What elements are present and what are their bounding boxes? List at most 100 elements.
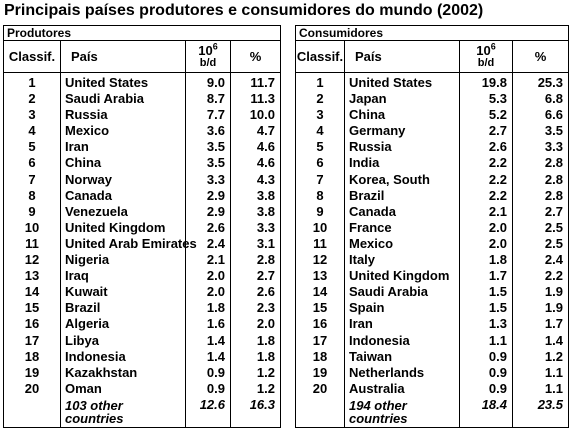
table-cell-rank: 14: [24, 284, 40, 300]
table-cell-value: 3.5: [206, 139, 225, 155]
percent-column-header: %: [534, 49, 547, 64]
table-cell-value: 0.9: [488, 348, 507, 364]
table-cell-value: 5.3: [488, 91, 507, 107]
table-cell-value: 1.8: [488, 252, 507, 268]
table-cell-pct: 2.8: [544, 187, 563, 203]
table-cell-pct: 1.1: [544, 364, 563, 380]
unit-column-header: 106 b/d: [460, 41, 513, 72]
total-cell-pct: 23.5: [537, 396, 563, 412]
table-cell-country: Saudi Arabia: [65, 91, 144, 107]
table-cell-value: 2.0: [206, 268, 225, 284]
table-cell-pct: 2.0: [256, 316, 275, 332]
unit-base: 10: [476, 42, 491, 58]
country-column-header: País: [61, 41, 186, 72]
table-cell-value: 5.2: [488, 107, 507, 123]
table-cell-pct: 3.8: [256, 203, 275, 219]
table-cell-pct: 3.3: [544, 139, 563, 155]
producers-body: 1 2 3 4 5 6 7 8 9 10 11 12 13 14 15 16 17 18 19 20 United S…: [4, 73, 280, 427]
producers-header-row: Classif. País 106 b/d %: [4, 41, 280, 73]
table-cell-rank: 11: [313, 235, 327, 251]
table-cell-rank: 8: [28, 187, 36, 203]
table-cell-country: Spain: [349, 300, 385, 316]
table-cell-country: India: [349, 155, 380, 171]
table-cell-country: Saudi Arabia: [349, 284, 428, 300]
table-cell-country: France: [349, 219, 392, 235]
table-cell-value: 1.3: [488, 316, 507, 332]
table-cell-rank: 13: [24, 268, 40, 284]
table-cell-pct: 1.2: [256, 380, 275, 396]
table-cell-rank: 11: [25, 235, 39, 251]
total-label-line2: countries: [349, 410, 408, 426]
table-cell-pct: 2.8: [256, 252, 275, 268]
table-cell-value: 1.4: [206, 332, 225, 348]
table-cell-pct: 25.3: [537, 75, 563, 90]
table-cell-rank: 8: [316, 187, 324, 203]
consumers-header-row: Classif. País 106 b/d %: [296, 41, 568, 73]
table-cell-rank: 17: [24, 332, 40, 348]
table-cell-pct: 2.3: [256, 300, 275, 316]
table-cell-country: Russia: [349, 139, 392, 155]
total-cell-value: 12.6: [199, 396, 225, 412]
unit-label: b/d: [477, 56, 495, 69]
table-cell-rank: 9: [316, 203, 324, 219]
total-cell-pct: 16.3: [249, 396, 275, 412]
unit-label: b/d: [199, 56, 217, 69]
table-cell-value: 2.9: [206, 187, 225, 203]
table-cell-pct: 3.5: [544, 123, 563, 139]
table-cell-value: 19.8: [481, 75, 507, 90]
table-cell-pct: 1.1: [544, 380, 563, 396]
table-cell-rank: 12: [24, 252, 40, 268]
table-cell-value: 2.6: [206, 219, 225, 235]
table-cell-rank: 3: [28, 107, 36, 123]
table-cell-value: 2.0: [488, 235, 507, 251]
table-cell-country: Netherlands: [349, 364, 425, 380]
table-cell-pct: 3.3: [256, 219, 275, 235]
consumers-heading: Consumidores: [296, 26, 568, 41]
total-cell-country: 103 other countries: [61, 397, 185, 427]
table-cell-value: 9.0: [206, 75, 225, 90]
table-cell-pct: 1.7: [544, 316, 563, 332]
table-cell-rank: 9: [28, 203, 36, 219]
table-cell-country: Algeria: [65, 316, 110, 332]
table-cell-country: Germany: [349, 123, 406, 139]
table-cell-rank: 3: [316, 107, 324, 123]
table-cell-country: Japan: [349, 91, 387, 107]
table-cell-country: United Arab Emirates: [65, 235, 197, 251]
table-cell-country: Libya: [65, 332, 99, 348]
table-cell-value: 0.9: [488, 380, 507, 396]
table-cell-rank: 12: [312, 252, 328, 268]
table-cell-rank: 14: [312, 284, 328, 300]
country-column-header: País: [345, 41, 460, 72]
table-cell-pct: 11.3: [250, 91, 275, 107]
table-cell-pct: 4.6: [256, 155, 275, 171]
rank-column-header: Classif.: [296, 41, 345, 72]
table-cell-value: 2.0: [206, 284, 225, 300]
table-cell-value: 8.7: [206, 91, 225, 107]
percent-column: 25.3 6.8 6.6 3.5 3.3 2.8 2.8 2.8 2.7 2.5 2.5 2.4 2.2…: [513, 73, 568, 427]
table-cell-country: United States: [349, 75, 433, 90]
table-cell-country: Italy: [349, 252, 376, 268]
unit-exponent: 6: [490, 41, 496, 52]
value-column: 19.8 5.3 5.2 2.7 2.6 2.2 2.2 2.2 2.1 2.0 2.0 1.8 1.7…: [460, 73, 513, 427]
table-cell-country: Oman: [65, 380, 102, 396]
table-cell-pct: 2.5: [544, 219, 563, 235]
table-cell-value: 1.6: [206, 316, 225, 332]
table-cell-value: 0.9: [206, 364, 225, 380]
table-cell-rank: 10: [24, 219, 40, 235]
table-cell-rank: 20: [24, 380, 40, 396]
table-cell-country: Mexico: [349, 235, 394, 251]
table-cell-country: Indonesia: [349, 332, 410, 348]
table-cell-pct: 2.8: [544, 155, 563, 171]
table-cell-rank: 15: [24, 300, 40, 316]
table-cell-rank: 4: [316, 123, 324, 139]
table-cell-rank: 5: [316, 139, 324, 155]
table-cell-country: Norway: [65, 171, 112, 187]
page-title: Principais países produtores e consumido…: [4, 2, 484, 19]
rank-column: 1 2 3 4 5 6 7 8 9 10 11 12 13 14 15 16 17 18 19 20: [296, 73, 345, 427]
table-cell-rank: 1: [28, 75, 36, 90]
unit-column-header: 106 b/d: [186, 41, 231, 72]
total-cell-rank: [4, 397, 60, 425]
table-cell-value: 1.8: [206, 300, 225, 316]
